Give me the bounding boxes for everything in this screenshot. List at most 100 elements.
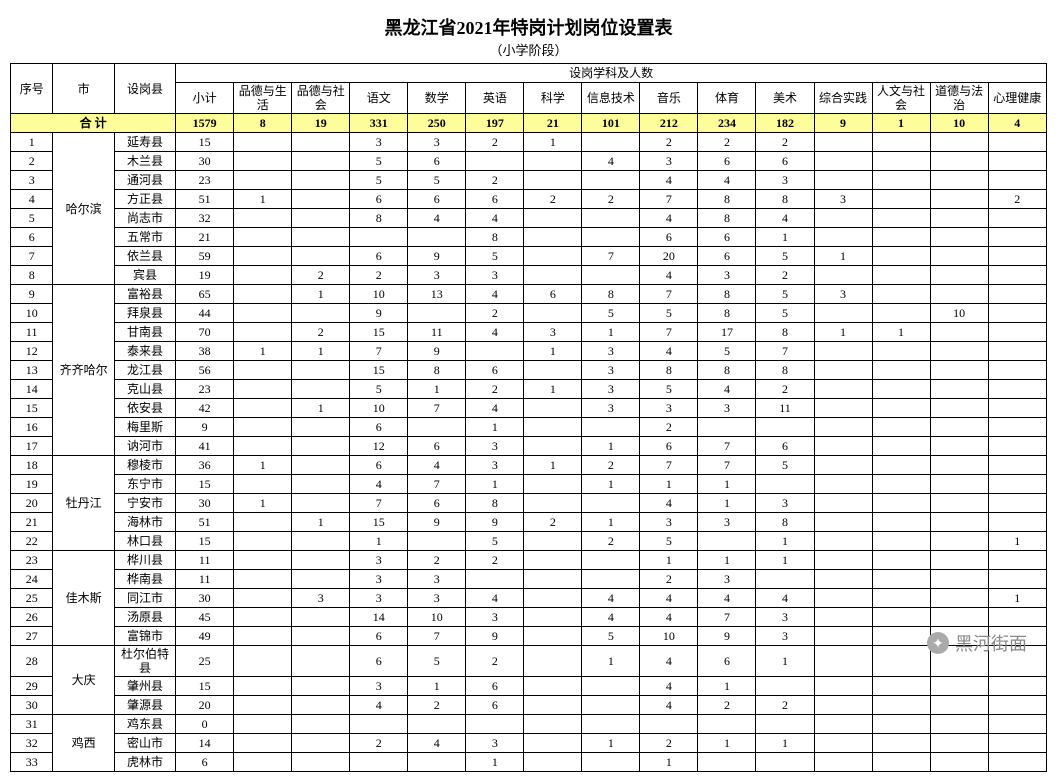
cell-value: 1 bbox=[234, 494, 292, 513]
cell-value: 9 bbox=[408, 247, 466, 266]
cell-value bbox=[814, 266, 872, 285]
cell-county: 桦南县 bbox=[114, 570, 175, 589]
cell-value: 7 bbox=[640, 323, 698, 342]
cell-value: 5 bbox=[350, 152, 408, 171]
cell-value bbox=[582, 677, 640, 696]
cell-county: 木兰县 bbox=[114, 152, 175, 171]
cell-value bbox=[930, 475, 988, 494]
cell-value: 2 bbox=[582, 190, 640, 209]
cell-value: 3 bbox=[408, 570, 466, 589]
header-subject: 人文与社会 bbox=[872, 83, 930, 114]
cell-value: 4 bbox=[350, 696, 408, 715]
cell-value bbox=[234, 646, 292, 677]
cell-seq: 8 bbox=[11, 266, 53, 285]
cell-value bbox=[872, 475, 930, 494]
cell-value bbox=[988, 734, 1046, 753]
cell-value bbox=[292, 418, 350, 437]
cell-value bbox=[930, 361, 988, 380]
cell-value: 11 bbox=[176, 570, 234, 589]
cell-value bbox=[930, 228, 988, 247]
cell-value: 1 bbox=[814, 247, 872, 266]
cell-value bbox=[872, 589, 930, 608]
cell-value: 4 bbox=[466, 323, 524, 342]
cell-value: 4 bbox=[582, 152, 640, 171]
cell-value: 7 bbox=[640, 285, 698, 304]
cell-value: 1 bbox=[756, 551, 814, 570]
cell-value: 6 bbox=[756, 437, 814, 456]
cell-value bbox=[292, 437, 350, 456]
cell-county: 梅里斯 bbox=[114, 418, 175, 437]
cell-value: 8 bbox=[640, 361, 698, 380]
cell-value: 2 bbox=[524, 190, 582, 209]
cell-value: 7 bbox=[350, 342, 408, 361]
cell-value bbox=[234, 570, 292, 589]
cell-value: 1 bbox=[756, 532, 814, 551]
cell-value bbox=[814, 627, 872, 646]
cell-value: 10 bbox=[930, 304, 988, 323]
cell-value bbox=[292, 646, 350, 677]
cell-value: 4 bbox=[408, 456, 466, 475]
cell-value bbox=[524, 646, 582, 677]
cell-value: 1 bbox=[640, 753, 698, 772]
cell-value bbox=[524, 266, 582, 285]
cell-value bbox=[524, 399, 582, 418]
cell-value: 4 bbox=[640, 266, 698, 285]
cell-value: 3 bbox=[698, 570, 756, 589]
cell-value bbox=[988, 266, 1046, 285]
cell-value: 4 bbox=[350, 475, 408, 494]
cell-value: 6 bbox=[640, 228, 698, 247]
cell-value: 15 bbox=[176, 532, 234, 551]
cell-value bbox=[408, 753, 466, 772]
cell-value: 1 bbox=[582, 513, 640, 532]
cell-value bbox=[582, 228, 640, 247]
cell-value: 1 bbox=[698, 475, 756, 494]
cell-value bbox=[292, 494, 350, 513]
cell-value bbox=[292, 361, 350, 380]
cell-value: 1 bbox=[582, 646, 640, 677]
cell-value bbox=[466, 152, 524, 171]
total-cell: 197 bbox=[466, 114, 524, 133]
cell-value bbox=[814, 380, 872, 399]
cell-value: 1 bbox=[640, 551, 698, 570]
cell-seq: 28 bbox=[11, 646, 53, 677]
cell-value bbox=[234, 418, 292, 437]
cell-value bbox=[524, 475, 582, 494]
cell-value bbox=[872, 285, 930, 304]
cell-value bbox=[988, 228, 1046, 247]
cell-value bbox=[930, 285, 988, 304]
cell-value bbox=[872, 171, 930, 190]
cell-value bbox=[292, 190, 350, 209]
header-subject: 音乐 bbox=[640, 83, 698, 114]
cell-county: 虎林市 bbox=[114, 753, 175, 772]
cell-value: 5 bbox=[756, 456, 814, 475]
cell-value bbox=[292, 133, 350, 152]
cell-value bbox=[524, 677, 582, 696]
cell-value: 5 bbox=[350, 380, 408, 399]
cell-value: 3 bbox=[756, 608, 814, 627]
cell-seq: 16 bbox=[11, 418, 53, 437]
cell-value bbox=[814, 570, 872, 589]
cell-value: 6 bbox=[466, 677, 524, 696]
cell-value: 4 bbox=[698, 171, 756, 190]
total-cell: 234 bbox=[698, 114, 756, 133]
cell-value bbox=[930, 696, 988, 715]
cell-value: 4 bbox=[640, 342, 698, 361]
cell-value bbox=[234, 228, 292, 247]
cell-value bbox=[234, 266, 292, 285]
cell-value: 1 bbox=[466, 418, 524, 437]
cell-value bbox=[524, 551, 582, 570]
cell-value bbox=[524, 715, 582, 734]
cell-value bbox=[292, 753, 350, 772]
cell-value bbox=[988, 753, 1046, 772]
cell-value bbox=[814, 532, 872, 551]
cell-county: 汤原县 bbox=[114, 608, 175, 627]
cell-value: 21 bbox=[176, 228, 234, 247]
cell-value bbox=[872, 715, 930, 734]
cell-value bbox=[234, 437, 292, 456]
cell-value: 4 bbox=[466, 209, 524, 228]
cell-value: 4 bbox=[640, 646, 698, 677]
cell-value: 1 bbox=[582, 323, 640, 342]
cell-value: 41 bbox=[176, 437, 234, 456]
cell-value bbox=[988, 247, 1046, 266]
cell-value: 8 bbox=[756, 190, 814, 209]
